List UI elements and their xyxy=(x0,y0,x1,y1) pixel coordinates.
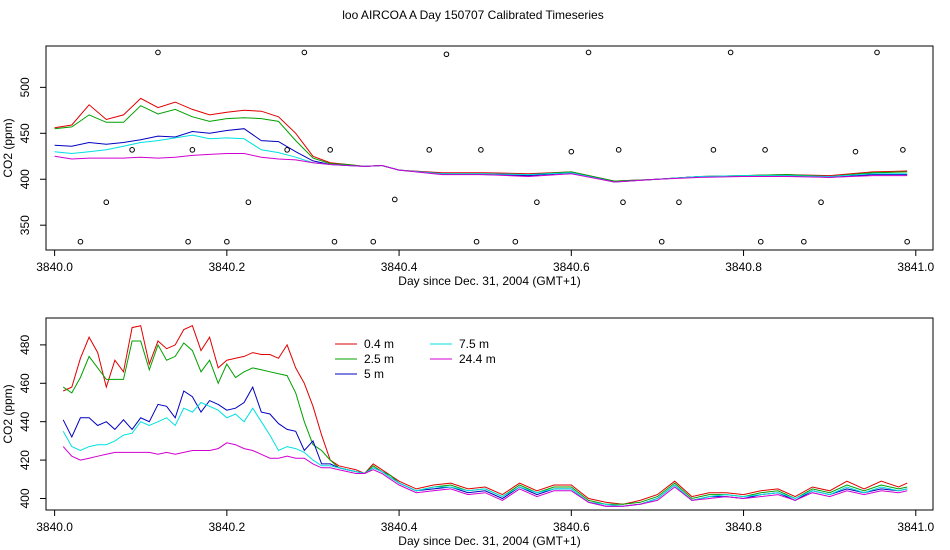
y-tick-label: 500 xyxy=(18,77,32,97)
flag-marker xyxy=(478,147,484,153)
y-tick-label: 450 xyxy=(18,123,32,143)
flag-marker xyxy=(585,49,592,56)
series-line-244m xyxy=(54,153,908,183)
flag-marker xyxy=(327,147,333,153)
flag-marker xyxy=(473,238,480,245)
flag-marker xyxy=(615,147,622,153)
y-tick-label: 460 xyxy=(18,373,32,393)
flag-marker xyxy=(77,238,84,245)
series-line-244m xyxy=(62,442,908,507)
top-panel: 3840.0 3840.2 3840.4 3840.6 3840.8 3841.0 350 4… xyxy=(1,45,934,288)
x-tick-label: 3840.0 xyxy=(36,520,73,534)
series-line-75m xyxy=(62,401,908,507)
flag-marker xyxy=(568,148,575,155)
flag-marker xyxy=(904,238,910,245)
flag-marker xyxy=(900,147,906,153)
flag-marker xyxy=(757,238,764,245)
flag-marker xyxy=(245,199,252,206)
flag-marker xyxy=(512,238,519,245)
flag-marker xyxy=(301,49,308,56)
x-tick-label: 3841.0 xyxy=(897,260,934,274)
flag-marker xyxy=(801,238,807,245)
x-tick-label: 3840.2 xyxy=(208,260,245,274)
y-axis-label: CO2 (ppm) xyxy=(1,384,15,443)
flag-marker xyxy=(189,147,196,153)
x-axis-label: Day since Dec. 31, 2004 (GMT+1) xyxy=(398,274,580,288)
y-axis-label: CO2 (ppm) xyxy=(1,118,15,177)
y-tick-label: 400 xyxy=(18,488,32,508)
flag-marker xyxy=(443,51,450,58)
flag-marker xyxy=(727,49,734,56)
x-tick-label: 3840.6 xyxy=(553,260,590,274)
plot-frame xyxy=(45,317,934,511)
legend-label: 0.4 m xyxy=(364,337,394,351)
flag-marker xyxy=(676,199,682,206)
flag-marker xyxy=(103,199,110,206)
x-tick-label: 3840.2 xyxy=(208,520,245,534)
flag-marker xyxy=(224,238,230,245)
y-tick-label: 420 xyxy=(18,450,32,470)
flag-marker xyxy=(284,147,290,153)
x-tick-label: 3840.4 xyxy=(381,520,418,534)
series-line-04m xyxy=(54,97,908,182)
chart-title: loo AIRCOA A Day 150707 Calibrated Times… xyxy=(342,8,603,22)
flag-marker xyxy=(762,147,768,153)
flag-marker xyxy=(852,148,859,155)
flag-marker xyxy=(874,49,880,56)
x-axis-label: Day since Dec. 31, 2004 (GMT+1) xyxy=(398,534,580,548)
plot-frame xyxy=(45,45,934,251)
x-tick-label: 3841.0 xyxy=(897,520,934,534)
y-tick-label: 440 xyxy=(18,411,32,431)
legend-label: 7.5 m xyxy=(459,337,489,351)
flag-marker xyxy=(129,147,135,153)
x-tick-label: 3840.4 xyxy=(381,260,418,274)
y-tick-label: 400 xyxy=(18,169,32,189)
flag-marker xyxy=(818,199,824,206)
x-tick-label: 3840.8 xyxy=(725,260,762,274)
legend-label: 2.5 m xyxy=(364,352,394,366)
flag-marker xyxy=(185,238,191,245)
legend-label: 5 m xyxy=(364,367,384,381)
x-tick-label: 3840.6 xyxy=(553,520,590,534)
flag-marker xyxy=(391,196,398,203)
x-tick-label: 3840.8 xyxy=(725,520,762,534)
y-tick-label: 480 xyxy=(18,335,32,355)
flag-marker xyxy=(710,147,717,153)
bottom-panel: 3840.0 3840.2 3840.4 3840.6 3840.8 3841.0 400 4… xyxy=(1,317,934,548)
flag-marker xyxy=(426,147,433,153)
series-line-5m xyxy=(62,385,908,507)
flag-marker xyxy=(331,238,338,245)
flag-marker xyxy=(620,199,626,206)
flag-marker xyxy=(534,199,540,206)
flag-marker xyxy=(658,238,665,245)
flag-marker xyxy=(155,49,161,56)
series-line-04m xyxy=(62,325,908,505)
series-line-25m xyxy=(54,105,908,182)
legend-label: 24.4 m xyxy=(459,352,496,366)
flag-marker xyxy=(370,238,377,245)
y-tick-label: 350 xyxy=(18,215,32,235)
x-tick-label: 3840.0 xyxy=(36,260,73,274)
